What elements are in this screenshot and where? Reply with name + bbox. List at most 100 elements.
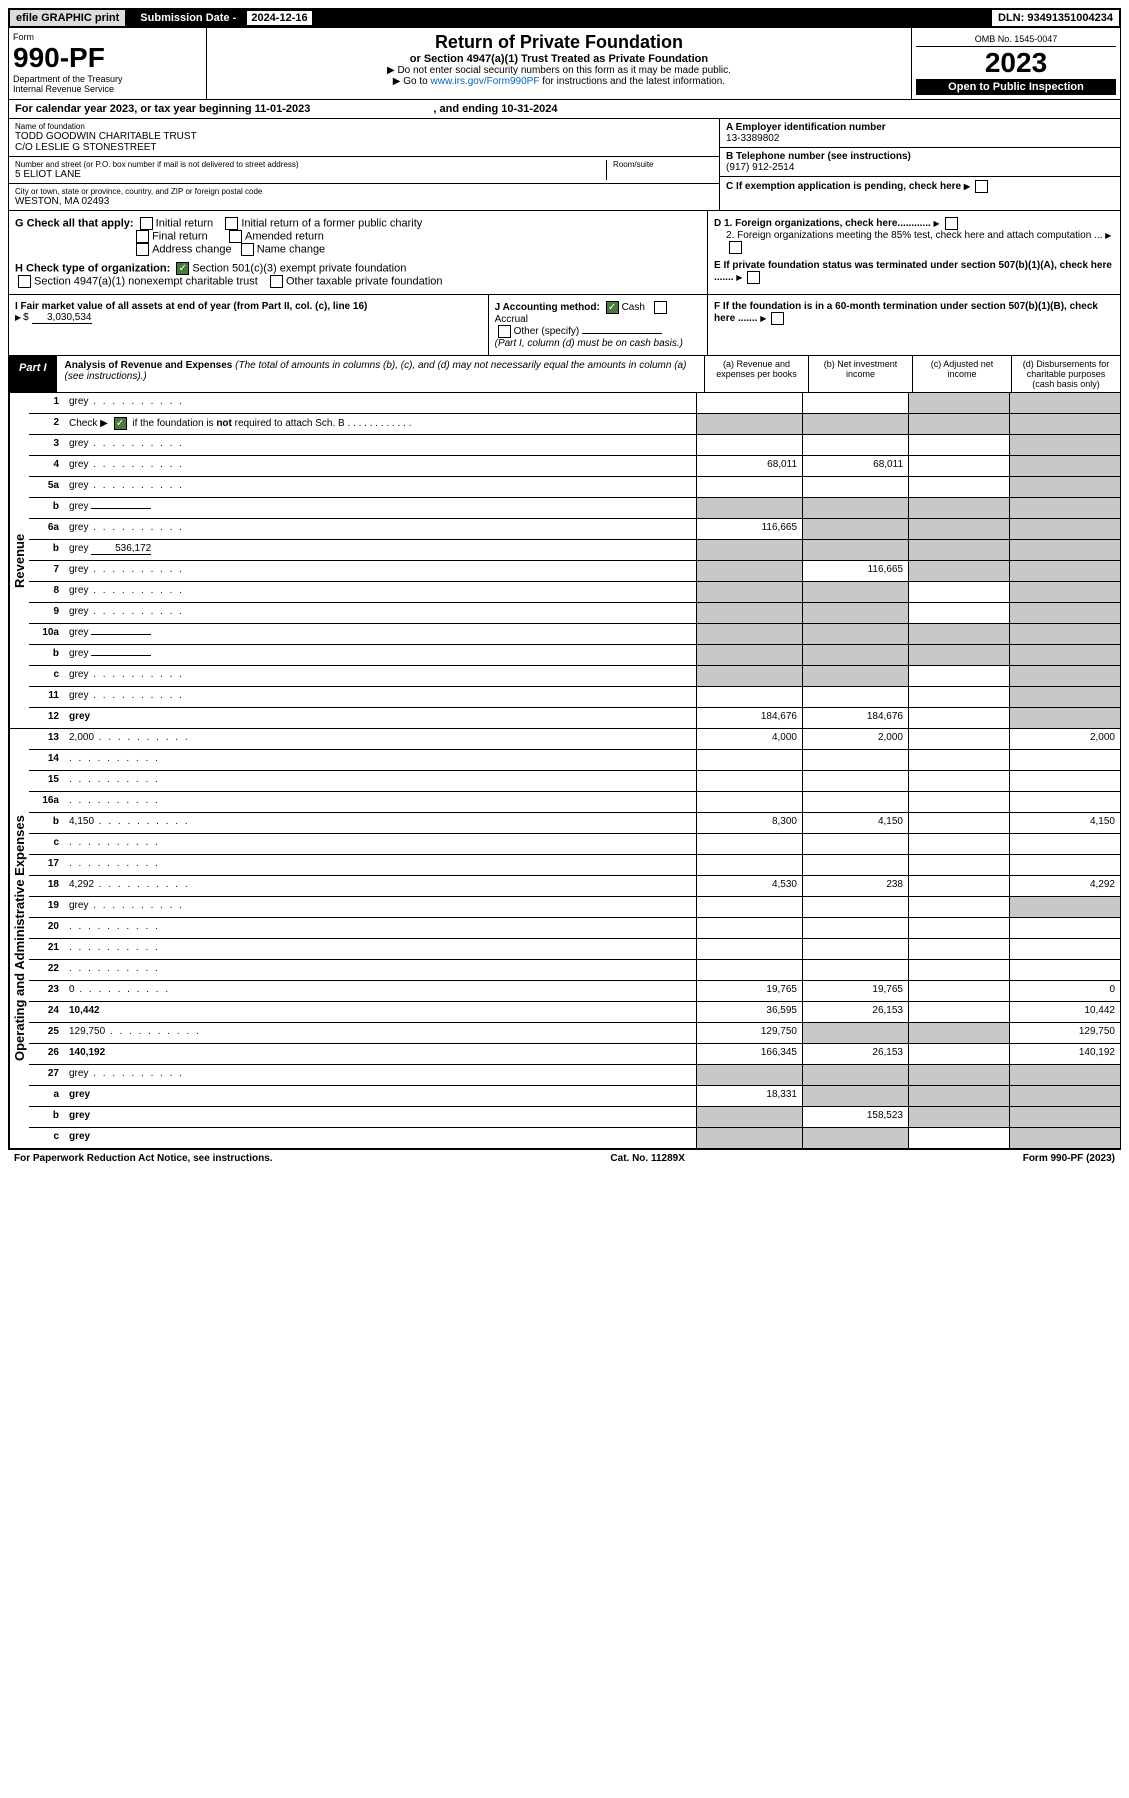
line-description <box>65 771 696 791</box>
col-c-header: (c) Adjusted net income <box>912 356 1011 392</box>
data-cell <box>802 792 908 812</box>
data-cell <box>1009 834 1120 854</box>
line-number: 11 <box>29 687 65 707</box>
instr-link[interactable]: www.irs.gov/Form990PF <box>431 76 540 87</box>
arrow-icon <box>934 218 942 229</box>
data-cell: 0 <box>1009 981 1120 1001</box>
h-opt-1: Section 4947(a)(1) nonexempt charitable … <box>34 275 258 287</box>
ein-label: A Employer identification number <box>726 122 1114 133</box>
data-cell: 184,676 <box>802 708 908 728</box>
data-cell <box>1009 855 1120 875</box>
data-cell: 2,000 <box>1009 729 1120 749</box>
data-cell <box>908 1128 1009 1148</box>
line-number: c <box>29 834 65 854</box>
data-cell <box>802 393 908 413</box>
table-row: 19grey <box>29 897 1120 918</box>
line-description: 140,192 <box>65 1044 696 1064</box>
g-opt-5: Name change <box>257 243 326 255</box>
line-number: b <box>29 1107 65 1127</box>
data-cell <box>908 1002 1009 1022</box>
h-501c3-checkbox[interactable] <box>176 262 189 275</box>
d1-row: D 1. Foreign organizations, check here..… <box>714 217 1114 230</box>
table-row: 184,2924,5302384,292 <box>29 876 1120 897</box>
table-row: c <box>29 834 1120 855</box>
table-row: b4,1508,3004,1504,150 <box>29 813 1120 834</box>
schb-checkbox[interactable] <box>114 417 127 430</box>
data-cell <box>696 1128 802 1148</box>
data-cell <box>802 477 908 497</box>
g-final-checkbox[interactable] <box>136 230 149 243</box>
j-accrual-checkbox[interactable] <box>654 301 667 314</box>
data-cell <box>908 1044 1009 1064</box>
g-initial-checkbox[interactable] <box>140 217 153 230</box>
data-cell <box>908 456 1009 476</box>
part-label: Part I <box>9 356 57 392</box>
line-description: Check ▶ if the foundation is not require… <box>65 414 696 434</box>
ijf-row: I Fair market value of all assets at end… <box>8 295 1121 356</box>
inline-value <box>91 508 151 509</box>
data-cell <box>1009 435 1120 455</box>
calyear-end: 10-31-2024 <box>501 103 557 115</box>
data-cell: 68,011 <box>802 456 908 476</box>
phone-value: (917) 912-2514 <box>726 162 1114 173</box>
data-cell <box>908 1023 1009 1043</box>
g-name-checkbox[interactable] <box>241 243 254 256</box>
j-cash-checkbox[interactable] <box>606 301 619 314</box>
data-cell <box>1009 624 1120 644</box>
j-other-checkbox[interactable] <box>498 325 511 338</box>
data-cell <box>1009 582 1120 602</box>
data-cell <box>908 687 1009 707</box>
irs-label: Internal Revenue Service <box>13 84 202 94</box>
line-number: b <box>29 540 65 560</box>
d1-checkbox[interactable] <box>945 217 958 230</box>
data-cell <box>696 645 802 665</box>
footer-right: Form 990-PF (2023) <box>1023 1153 1115 1164</box>
g-row: G Check all that apply: Initial return I… <box>15 217 701 256</box>
exemption-checkbox[interactable] <box>975 180 988 193</box>
table-row: bgrey <box>29 645 1120 666</box>
table-row: 26140,192166,34526,153140,192 <box>29 1044 1120 1065</box>
efile-button[interactable]: efile GRAPHIC print <box>10 10 126 26</box>
e-text: E If private foundation status was termi… <box>714 260 1112 283</box>
data-cell <box>1009 414 1120 434</box>
part-1-header: Part I Analysis of Revenue and Expenses … <box>8 356 1121 393</box>
data-cell <box>1009 960 1120 980</box>
h-4947-checkbox[interactable] <box>18 275 31 288</box>
line-number: 23 <box>29 981 65 1001</box>
table-row: 7grey116,665 <box>29 561 1120 582</box>
data-cell <box>908 771 1009 791</box>
data-cell <box>696 393 802 413</box>
line-description: grey <box>65 1065 696 1085</box>
d2-checkbox[interactable] <box>729 241 742 254</box>
data-cell: 26,153 <box>802 1044 908 1064</box>
data-cell <box>696 960 802 980</box>
data-cell <box>696 1107 802 1127</box>
line-number: a <box>29 1086 65 1106</box>
data-cell: 19,765 <box>802 981 908 1001</box>
page-footer: For Paperwork Reduction Act Notice, see … <box>8 1149 1121 1167</box>
data-cell <box>696 855 802 875</box>
data-cell: 4,150 <box>1009 813 1120 833</box>
e-checkbox[interactable] <box>747 271 760 284</box>
data-cell <box>802 855 908 875</box>
f-checkbox[interactable] <box>771 312 784 325</box>
g-address-checkbox[interactable] <box>136 243 149 256</box>
g-amended-checkbox[interactable] <box>229 230 242 243</box>
line-number: c <box>29 666 65 686</box>
data-cell <box>802 414 908 434</box>
data-cell: 166,345 <box>696 1044 802 1064</box>
g-opt-1: Initial return of a former public charit… <box>241 217 422 229</box>
data-cell <box>1009 666 1120 686</box>
data-cell: 4,000 <box>696 729 802 749</box>
data-cell <box>802 435 908 455</box>
data-cell <box>802 1023 908 1043</box>
h-other-checkbox[interactable] <box>270 275 283 288</box>
col-a-header: (a) Revenue and expenses per books <box>704 356 808 392</box>
data-cell <box>802 897 908 917</box>
data-cell <box>1009 792 1120 812</box>
data-cell <box>802 645 908 665</box>
line-number: 20 <box>29 918 65 938</box>
g-initial-former-checkbox[interactable] <box>225 217 238 230</box>
data-cell: 36,595 <box>696 1002 802 1022</box>
entity-block: Name of foundation TODD GOODWIN CHARITAB… <box>8 119 1121 211</box>
